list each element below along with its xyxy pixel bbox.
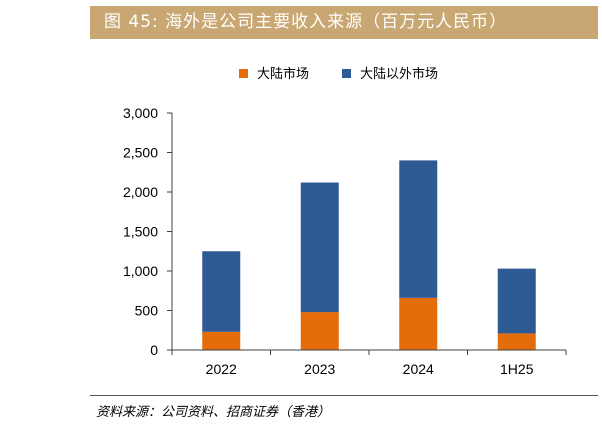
x-tick-label: 2024 — [403, 361, 434, 377]
bar-group — [202, 160, 536, 350]
legend-label: 大陆以外市场 — [360, 66, 438, 82]
bar-segment-overseas — [399, 160, 438, 298]
source-divider — [90, 395, 598, 396]
bar-segment-overseas — [202, 251, 241, 332]
bar-segment-mainland — [202, 331, 241, 350]
y-tick-label: 2,000 — [123, 184, 158, 200]
x-tick-label: 2022 — [206, 361, 237, 377]
x-tick-label: 2023 — [304, 361, 335, 377]
y-tick-label: 3,000 — [123, 105, 158, 121]
bar-segment-overseas — [300, 182, 339, 313]
y-tick-label: 2,500 — [123, 145, 158, 161]
source-note: 资料来源：公司资料、招商证券（香港） — [96, 405, 331, 420]
bar-segment-mainland — [497, 333, 536, 350]
x-axis: 2022 2023 2024 1H25 — [171, 349, 567, 377]
chart-legend: 大陆市场 大陆以外市场 — [239, 66, 438, 82]
legend-swatch — [239, 69, 248, 78]
legend-label: 大陆市场 — [257, 66, 309, 82]
y-tick-label: 1,500 — [123, 224, 158, 240]
y-tick-label: 500 — [135, 303, 159, 319]
y-axis: 0 500 1,000 1,500 2,000 2,500 3,000 — [123, 105, 173, 358]
legend-swatch — [342, 69, 351, 78]
x-tick-label: 1H25 — [500, 361, 534, 377]
stacked-bar-chart: 大陆市场 大陆以外市场 0 500 1,000 1,500 2,000 2,500 3,000… — [123, 66, 567, 377]
bar-segment-mainland — [399, 297, 438, 350]
figure-title-bar: 图 45: 海外是公司主要收入来源（百万元人民币） — [90, 6, 598, 39]
y-tick-label: 0 — [150, 342, 158, 358]
bar-segment-overseas — [497, 268, 536, 334]
figure-title: 图 45: 海外是公司主要收入来源（百万元人民币） — [104, 12, 508, 32]
y-tick-label: 1,000 — [123, 263, 158, 279]
bar-segment-mainland — [300, 312, 339, 350]
